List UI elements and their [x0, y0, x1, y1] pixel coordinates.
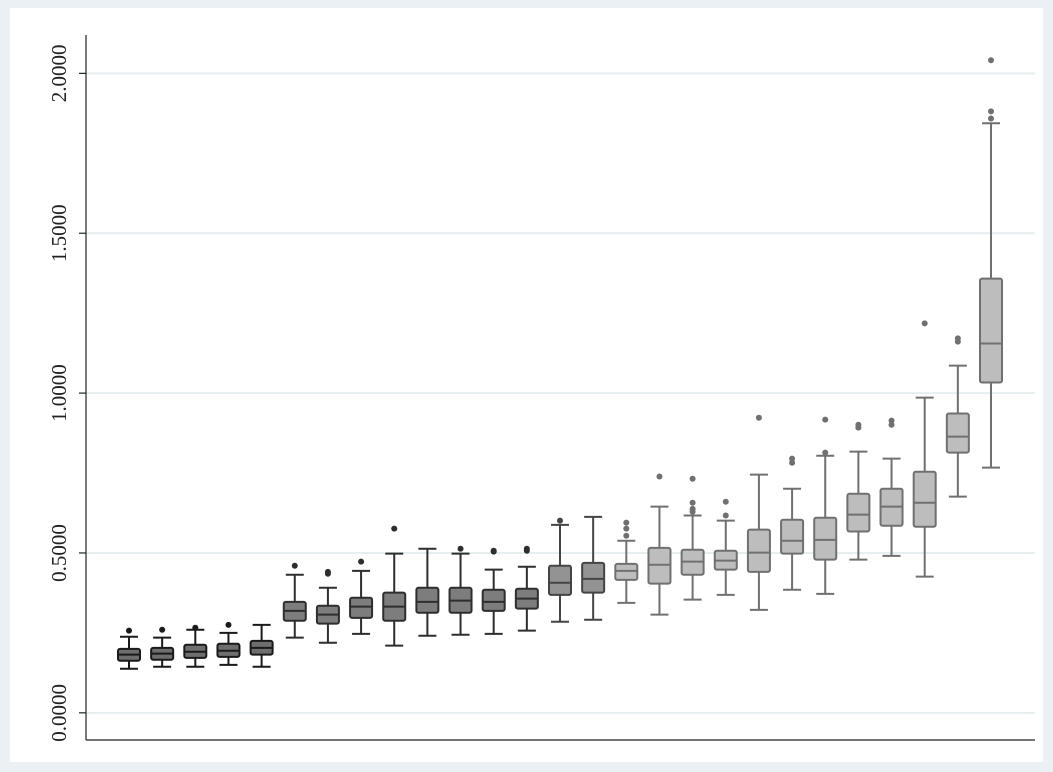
outlier — [722, 512, 729, 519]
box — [979, 277, 1003, 384]
outlier — [822, 449, 829, 456]
y-tick-label: 2.0000 — [47, 44, 71, 102]
box — [581, 561, 606, 594]
outlier — [988, 108, 994, 115]
outlier — [623, 525, 630, 532]
box — [548, 564, 572, 596]
plot-panel — [10, 8, 1043, 762]
outlier — [888, 421, 895, 428]
outlier — [755, 414, 762, 421]
outlier — [689, 508, 696, 515]
box — [349, 596, 374, 619]
box — [415, 586, 440, 614]
box — [945, 412, 970, 454]
y-tick-label: 1.0000 — [47, 364, 71, 422]
outlier — [523, 547, 530, 554]
outlier — [689, 499, 696, 506]
y-tick-label: 1.5000 — [47, 204, 71, 262]
box — [780, 518, 805, 555]
outlier — [722, 498, 729, 505]
outlier — [324, 570, 331, 577]
outlier — [225, 621, 232, 628]
box — [746, 528, 771, 573]
outlier — [490, 548, 497, 555]
outlier — [855, 424, 862, 431]
box — [481, 588, 506, 612]
outlier — [557, 517, 563, 524]
outlier — [358, 558, 365, 565]
outlier — [954, 338, 961, 345]
outlier — [126, 627, 132, 634]
outlier — [789, 455, 796, 462]
outlier — [291, 562, 298, 569]
outlier — [822, 416, 829, 423]
outlier — [888, 417, 895, 424]
box — [846, 492, 871, 533]
outlier — [159, 626, 166, 633]
y-tick-label: 0.0000 — [47, 684, 71, 742]
outlier — [988, 57, 994, 64]
box — [912, 470, 937, 528]
outlier — [921, 320, 928, 327]
outlier — [988, 115, 994, 122]
outlier — [192, 624, 199, 631]
outlier — [391, 525, 398, 532]
outlier — [689, 475, 696, 482]
y-tick-label: 0.5000 — [47, 524, 71, 582]
outlier — [623, 532, 630, 539]
outlier — [656, 473, 663, 480]
outlier — [789, 459, 796, 466]
outlier — [457, 545, 464, 552]
outlier — [623, 519, 630, 526]
box — [813, 516, 838, 561]
